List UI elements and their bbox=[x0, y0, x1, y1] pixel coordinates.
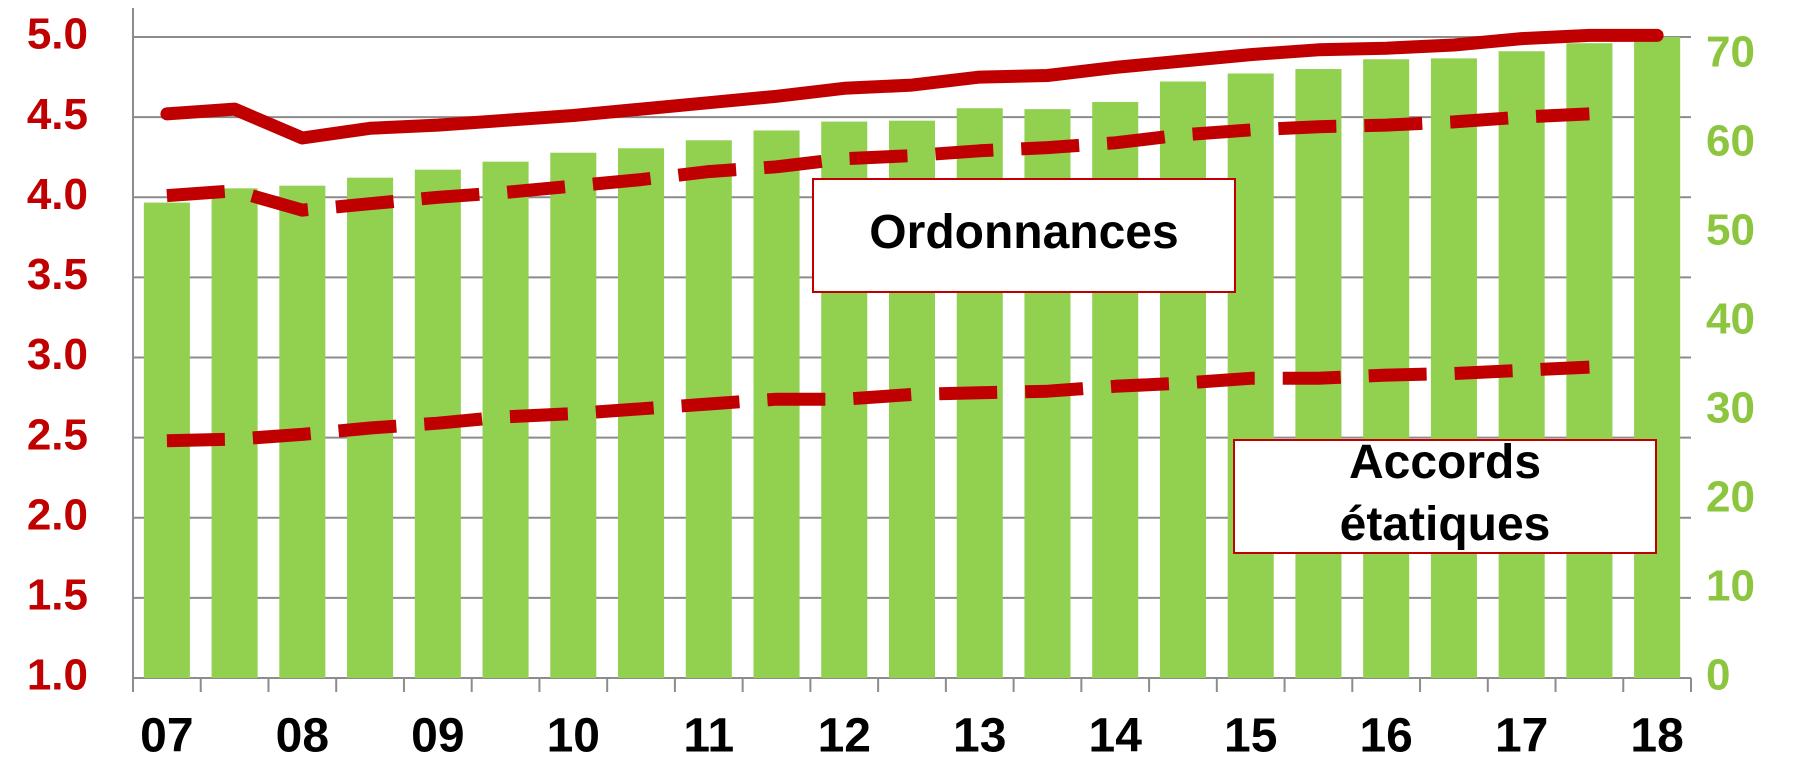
y-tick-label: 2.0 bbox=[27, 490, 88, 539]
y2-tick-label: 50 bbox=[1706, 205, 1755, 254]
annotation-text: Accords bbox=[1349, 436, 1541, 489]
annotation-box bbox=[812, 178, 1236, 293]
x-tick-label: 15 bbox=[1224, 710, 1277, 761]
bar bbox=[1634, 37, 1681, 678]
y-tick-label: 5.0 bbox=[27, 10, 88, 59]
y-tick-label: 1.5 bbox=[27, 571, 88, 620]
y2-tick-label: 10 bbox=[1706, 562, 1755, 611]
y2-tick-label: 0 bbox=[1706, 651, 1730, 700]
x-tick-label: 11 bbox=[683, 710, 734, 761]
x-tick-label: 09 bbox=[411, 710, 464, 761]
x-tick-label: 16 bbox=[1359, 710, 1412, 761]
y-tick-label: 3.5 bbox=[27, 250, 88, 299]
y2-tick-label: 20 bbox=[1706, 473, 1755, 522]
y-tick-label: 1.0 bbox=[27, 651, 88, 700]
x-tick-label: 17 bbox=[1495, 710, 1548, 761]
y-tick-label: 2.5 bbox=[27, 410, 88, 459]
y2-tick-label: 30 bbox=[1706, 384, 1755, 433]
x-tick-label: 12 bbox=[818, 710, 871, 761]
bar bbox=[1566, 43, 1613, 679]
y-tick-label: 3.0 bbox=[27, 330, 88, 379]
annotation-box bbox=[1233, 439, 1657, 554]
line bbox=[166, 360, 1590, 448]
y2-tick-label: 60 bbox=[1706, 116, 1755, 165]
y-tick-label: 4.5 bbox=[27, 90, 88, 139]
line bbox=[160, 28, 1664, 145]
x-tick-label: 18 bbox=[1630, 710, 1683, 761]
x-tick-label: 07 bbox=[140, 710, 193, 761]
annotation-text: Ordonnances bbox=[869, 206, 1178, 259]
x-tick-label: 10 bbox=[547, 710, 600, 761]
y2-tick-label: 40 bbox=[1706, 295, 1755, 344]
x-tick-label: 14 bbox=[1089, 710, 1143, 761]
line bbox=[166, 107, 1590, 217]
annotation-text: étatiques bbox=[1340, 498, 1551, 551]
y-tick-label: 4.0 bbox=[27, 170, 88, 219]
x-tick-label: 08 bbox=[276, 710, 329, 761]
x-tick-label: 13 bbox=[953, 710, 1006, 761]
y2-tick-label: 70 bbox=[1706, 27, 1755, 76]
